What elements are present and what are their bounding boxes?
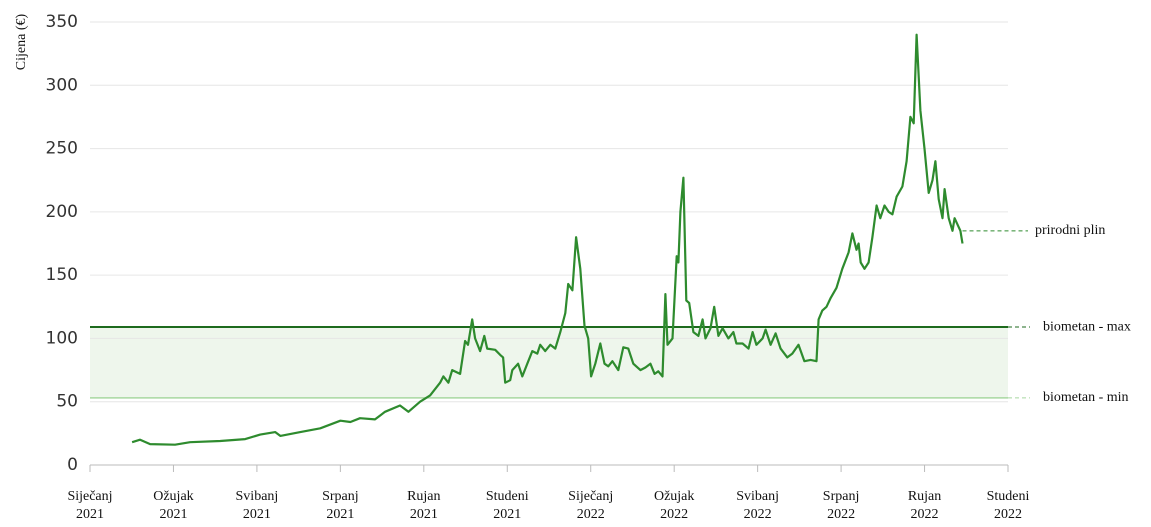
series-label: prirodni plin (1035, 223, 1105, 238)
reference-label: biometan - min (1043, 390, 1129, 405)
x-tick-label-line: Srpanj (322, 489, 359, 504)
x-tick-label-line: 2022 (827, 507, 855, 522)
x-tick-label-line: Srpanj (823, 489, 860, 504)
y-tick-label: 300 (46, 75, 78, 95)
x-tick-label-line: 2022 (660, 507, 688, 522)
x-tick-label-line: Rujan (407, 489, 440, 504)
x-tick-label-line: 2022 (577, 507, 605, 522)
y-tick-label: 150 (46, 265, 78, 285)
x-tick-label: Rujan 2021 (407, 489, 440, 522)
x-tick-label-line: 2021 (326, 507, 354, 522)
x-tick-label: Studeni 2021 (486, 489, 529, 522)
x-tick-label: Svibanj 2021 (236, 489, 279, 522)
x-tick-label: Svibanj 2022 (736, 489, 779, 522)
y-tick-label: 250 (46, 139, 78, 159)
x-tick-label-line: 2022 (994, 507, 1022, 522)
reference-band (90, 327, 1008, 398)
x-tick-label-line: Ožujak (654, 489, 694, 504)
x-tick-label: Srpanj 2022 (823, 489, 860, 522)
reference-label: biometan - max (1043, 319, 1131, 334)
x-tick-label: Rujan 2022 (908, 489, 941, 522)
y-axis-label: Cijena (€) (14, 13, 29, 70)
x-tick-label-line: 2021 (243, 507, 271, 522)
x-tick-label: Ožujak 2021 (153, 489, 193, 522)
x-tick-label: Siječanj 2022 (568, 489, 613, 522)
x-tick-label-line: Svibanj (236, 489, 279, 504)
x-tick-label-line: 2022 (744, 507, 772, 522)
x-tick-label-line: 2021 (159, 507, 187, 522)
x-tick-label-line: Svibanj (736, 489, 779, 504)
x-tick-label: Studeni 2022 (987, 489, 1030, 522)
x-tick-label-line: 2021 (410, 507, 438, 522)
x-tick-label-line: Rujan (908, 489, 941, 504)
x-tick-label-line: 2022 (911, 507, 939, 522)
x-tick-label-line: Studeni (486, 489, 529, 504)
x-tick-label: Siječanj 2021 (67, 489, 112, 522)
x-tick-label: Srpanj 2021 (322, 489, 359, 522)
x-tick-label-line: 2021 (493, 507, 521, 522)
x-tick-label-line: Ožujak (153, 489, 193, 504)
series-line (131, 33, 964, 446)
y-tick-label: 0 (67, 455, 78, 475)
x-tick-label-line: Studeni (987, 489, 1030, 504)
x-tick-label-line: Siječanj (67, 489, 112, 504)
x-tick-label-line: 2021 (76, 507, 104, 522)
y-tick-label: 350 (46, 12, 78, 32)
y-tick-label: 100 (46, 328, 78, 348)
y-tick-label: 50 (56, 392, 78, 412)
x-tick-label: Ožujak 2022 (654, 489, 694, 522)
x-tick-label-line: Siječanj (568, 489, 613, 504)
y-tick-label: 200 (46, 202, 78, 222)
